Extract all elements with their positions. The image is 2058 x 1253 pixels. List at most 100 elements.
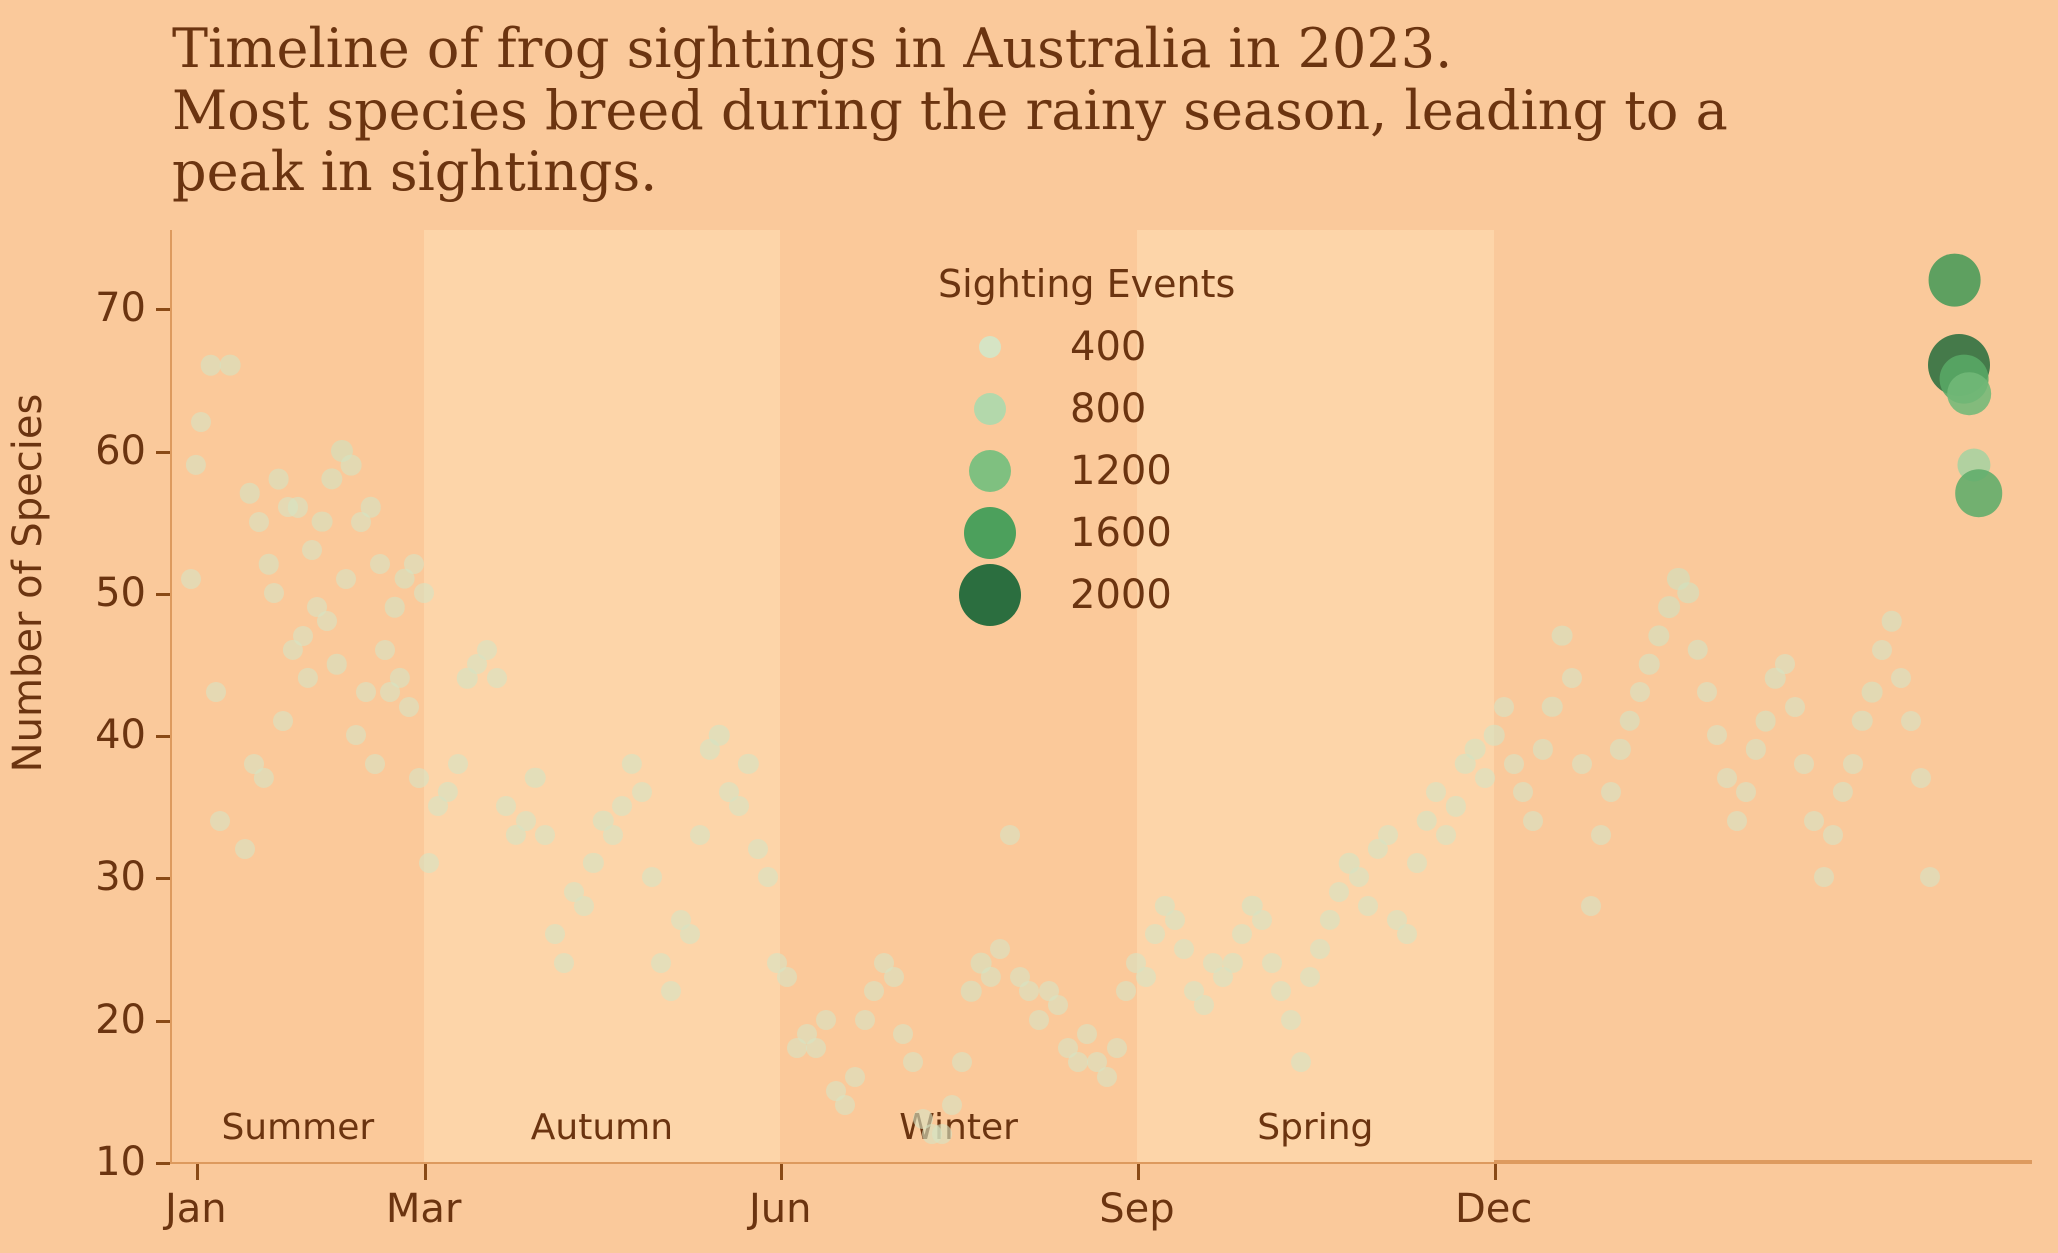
legend-swatch-cell [930, 316, 1050, 378]
scatter-point [409, 767, 430, 788]
y-axis-tick-mark [156, 1019, 170, 1023]
scatter-point [263, 582, 284, 603]
y-axis-tick-labels: 70 60 50 40 30 20 10 [10, 0, 146, 1253]
legend-entry: 1200 [930, 440, 1360, 502]
scatter-point [835, 1095, 856, 1116]
scatter-point [1329, 881, 1350, 902]
scatter-point [1697, 682, 1718, 703]
scatter-point [1193, 995, 1214, 1016]
scatter-point [1358, 895, 1379, 916]
scatter-point [428, 796, 449, 817]
x-axis-tick-label: Jun [748, 1186, 812, 1232]
scatter-point [389, 668, 410, 689]
scatter-point [219, 354, 241, 376]
scatter-point [1677, 582, 1699, 604]
scatter-point [1096, 1066, 1117, 1087]
scatter-point [1377, 824, 1398, 845]
x-axis-tick-mark [195, 1164, 199, 1180]
scatter-point [932, 1123, 953, 1144]
scatter-point [1232, 924, 1253, 945]
scatter-point [1928, 253, 1981, 307]
scatter-point [709, 724, 730, 746]
scatter-point [370, 554, 391, 575]
scatter-point [1639, 653, 1660, 675]
scatter-point [340, 454, 362, 476]
scatter-point [447, 753, 468, 774]
scatter-point [1145, 924, 1166, 945]
x-axis-tick-label: Dec [1455, 1186, 1533, 1232]
season-band-winter [780, 230, 1137, 1162]
scatter-point [326, 653, 347, 675]
scatter-point [728, 796, 749, 817]
scatter-point [1581, 895, 1602, 916]
scatter-point [404, 554, 425, 575]
legend-label: 1600 [1070, 510, 1172, 556]
scatter-point [1755, 710, 1776, 732]
scatter-point [757, 867, 778, 888]
scatter-point [1707, 725, 1728, 746]
scatter-point [1657, 596, 1680, 618]
scatter-point [1048, 995, 1069, 1016]
legend-entry: 2000 [930, 564, 1360, 626]
scatter-point [1067, 1052, 1088, 1073]
scatter-point [346, 725, 367, 746]
scatter-point [210, 810, 231, 831]
scatter-point [1784, 696, 1805, 717]
legend: Sighting Events 400 800 1200 1600 2000 [930, 262, 1360, 626]
legend-label: 800 [1070, 386, 1147, 432]
scatter-point [1513, 782, 1534, 803]
scatter-point [1106, 1038, 1127, 1059]
x-axis-tick-mark [1493, 1164, 1497, 1180]
scatter-point [287, 497, 309, 518]
scatter-point [1687, 639, 1709, 661]
scatter-point [990, 938, 1011, 959]
y-axis-tick-mark [156, 1162, 170, 1165]
scatter-point [573, 895, 594, 916]
legend-swatch-cell [930, 440, 1050, 502]
scatter-point [544, 924, 565, 945]
scatter-point [476, 639, 497, 660]
x-axis-tick-mark [780, 1164, 784, 1180]
scatter-point [738, 753, 759, 774]
legend-entry: 1600 [930, 502, 1360, 564]
legend-label: 400 [1070, 324, 1147, 370]
scatter-point [1319, 909, 1340, 931]
scatter-point [191, 412, 212, 433]
scatter-point [631, 782, 652, 803]
scatter-point [302, 540, 323, 561]
scatter-point [1077, 1023, 1098, 1044]
scatter-point [1174, 938, 1195, 959]
x-axis-tick-label: Jan [164, 1186, 227, 1232]
scatter-point [554, 952, 575, 973]
scatter-point [1464, 738, 1486, 760]
scatter-point [1590, 824, 1611, 845]
scatter-point [253, 767, 275, 788]
scatter-point [1832, 781, 1854, 803]
season-label-winter: Winter [899, 1107, 1018, 1148]
scatter-point [777, 967, 798, 988]
scatter-point [1406, 853, 1427, 874]
scatter-point [205, 682, 226, 703]
scatter-point [317, 611, 337, 632]
scatter-point [1842, 753, 1863, 774]
scatter-point [1619, 710, 1641, 732]
scatter-point [641, 867, 662, 888]
scatter-point [854, 1009, 875, 1030]
y-axis-tick-mark [156, 308, 170, 312]
scatter-point [525, 767, 546, 789]
scatter-point [1503, 753, 1524, 774]
scatter-point [1309, 938, 1330, 959]
y-axis-tick-mark [156, 592, 170, 596]
y-axis-tick-label: 50 [95, 569, 146, 616]
legend-swatch-icon [974, 393, 1006, 425]
scatter-point [1900, 710, 1921, 731]
legend-swatch-icon [979, 336, 1001, 358]
scatter-point [1804, 810, 1825, 831]
y-axis-tick-mark [156, 735, 170, 739]
scatter-point [360, 497, 381, 518]
scatter-point [297, 668, 318, 689]
y-axis-tick-label: 40 [95, 712, 146, 759]
x-axis-tick-label: Sep [1099, 1186, 1175, 1232]
scatter-point [1474, 767, 1495, 788]
scatter-point [1629, 682, 1650, 703]
